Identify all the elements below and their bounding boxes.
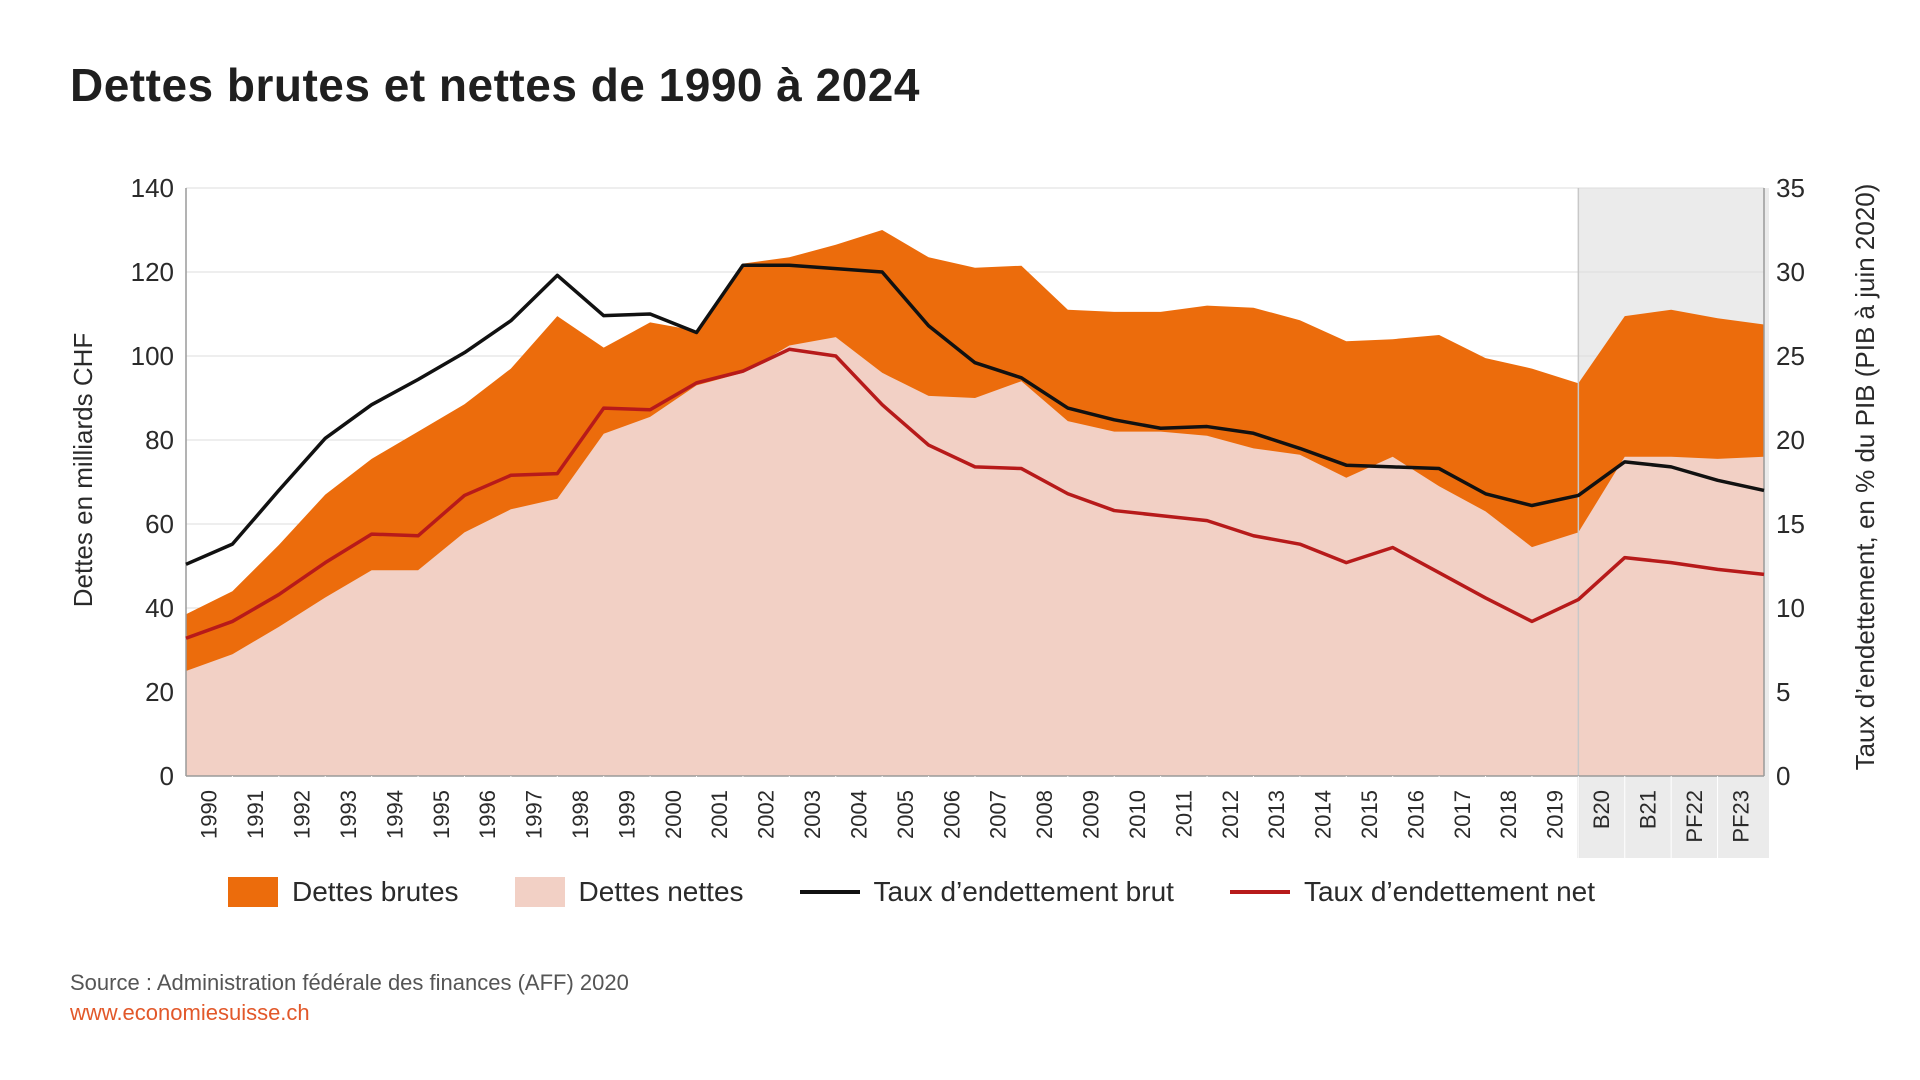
x-tick-label: 1994 xyxy=(382,790,407,839)
y2-tick-label: 20 xyxy=(1776,425,1805,455)
x-tick-label: 2019 xyxy=(1543,790,1568,839)
legend-item-gross-rate: Taux d’endettement brut xyxy=(799,876,1174,908)
legend-swatch-gross-rate xyxy=(799,890,860,894)
x-tick-label: B21 xyxy=(1635,790,1660,829)
line-net-rate xyxy=(185,347,1765,640)
x-tick-label: 1993 xyxy=(336,790,361,839)
x-tick-label: 2015 xyxy=(1357,790,1382,839)
line-gross-rate xyxy=(185,263,1765,566)
x-tick-label: 1996 xyxy=(475,790,500,839)
x-tick-label: 2006 xyxy=(939,790,964,839)
right-axis-ticks: 0 5 10 15 20 25 30 35 xyxy=(1776,173,1805,791)
legend-item-net-debt: Dettes nettes xyxy=(514,876,744,908)
legend-item-gross-debt: Dettes brutes xyxy=(228,876,459,908)
area-series-layer xyxy=(186,230,1764,776)
x-tick-label: 2011 xyxy=(1171,790,1196,837)
legend-label-net-debt: Dettes nettes xyxy=(578,876,744,907)
x-tick-label: 2013 xyxy=(1264,790,1289,839)
y2-tick-label: 25 xyxy=(1776,341,1805,371)
y2-tick-label: 0 xyxy=(1776,761,1790,791)
x-tick-label: 1991 xyxy=(243,790,268,839)
y-tick-label: 0 xyxy=(160,761,174,791)
y2-tick-label: 15 xyxy=(1776,509,1805,539)
x-tick-label: 2003 xyxy=(800,790,825,839)
x-tick-label: PF22 xyxy=(1682,790,1707,843)
x-tick-label: 2016 xyxy=(1403,790,1428,839)
legend-label-gross-debt: Dettes brutes xyxy=(292,876,459,907)
x-tick-label: PF23 xyxy=(1728,790,1753,843)
legend-label-gross-rate: Taux d’endettement brut xyxy=(873,876,1174,907)
x-tick-label: 1995 xyxy=(429,790,454,839)
x-tick-label: 1998 xyxy=(568,790,593,839)
chart-title: Dettes brutes et nettes de 1990 à 2024 xyxy=(70,59,920,111)
x-tick-label: B20 xyxy=(1589,790,1614,829)
y2-tick-label: 10 xyxy=(1776,593,1805,623)
line-series-layer xyxy=(185,263,1765,640)
y2-tick-label: 35 xyxy=(1776,173,1805,203)
x-tick-label: 2007 xyxy=(986,790,1011,839)
legend-swatch-net-rate xyxy=(1229,890,1290,894)
website-link[interactable]: www.economiesuisse.ch xyxy=(70,1000,310,1025)
right-axis-label: Taux d’endettement, en % du PIB (PIB à j… xyxy=(1850,184,1880,771)
y-tick-label: 120 xyxy=(131,257,174,287)
x-tick-label: 2000 xyxy=(661,790,686,839)
x-tick-label: 2017 xyxy=(1450,790,1475,839)
x-tick-label: 1990 xyxy=(197,790,222,839)
x-tick-label: 2004 xyxy=(846,790,871,839)
x-tick-label: 2005 xyxy=(893,790,918,839)
legend-item-net-rate: Taux d’endettement net xyxy=(1229,876,1596,908)
y-tick-label: 60 xyxy=(145,509,174,539)
x-tick-label: 2012 xyxy=(1218,790,1243,839)
source-note: Source : Administration fédérale des fin… xyxy=(70,970,629,995)
y2-tick-label: 30 xyxy=(1776,257,1805,287)
x-tick-label: 1997 xyxy=(522,790,547,839)
y2-tick-label: 5 xyxy=(1776,677,1790,707)
area-net-debt xyxy=(186,337,1764,776)
x-tick-label: 2009 xyxy=(1079,790,1104,839)
legend-swatch-net-debt xyxy=(514,877,565,907)
legend-label-net-rate: Taux d’endettement net xyxy=(1303,876,1596,907)
y-tick-label: 40 xyxy=(145,593,174,623)
y-tick-label: 100 xyxy=(131,341,174,371)
y-tick-label: 80 xyxy=(145,425,174,455)
chart-legend: Dettes brutes Dettes nettes Taux d’endet… xyxy=(228,876,1651,908)
x-axis-ticks: 1990 1991 1992 1993 1994 1995 1996 1997 1998 1999… xyxy=(197,776,1753,858)
x-tick-label: 1999 xyxy=(614,790,639,839)
x-tick-label: 2014 xyxy=(1311,790,1336,839)
x-tick-label: 1992 xyxy=(290,790,315,839)
x-tick-label: 2010 xyxy=(1125,790,1150,839)
x-tick-label: 2018 xyxy=(1496,790,1521,839)
left-axis-ticks: 0 20 40 60 80 100 120 140 xyxy=(131,173,174,791)
y-tick-label: 140 xyxy=(131,173,174,203)
x-tick-label: 2001 xyxy=(707,790,732,839)
legend-swatch-gross-debt xyxy=(228,877,278,907)
left-axis-label: Dettes en milliards CHF xyxy=(68,333,98,608)
y-tick-label: 20 xyxy=(145,677,174,707)
x-tick-label: 2002 xyxy=(754,790,779,839)
x-tick-label: 2008 xyxy=(1032,790,1057,839)
